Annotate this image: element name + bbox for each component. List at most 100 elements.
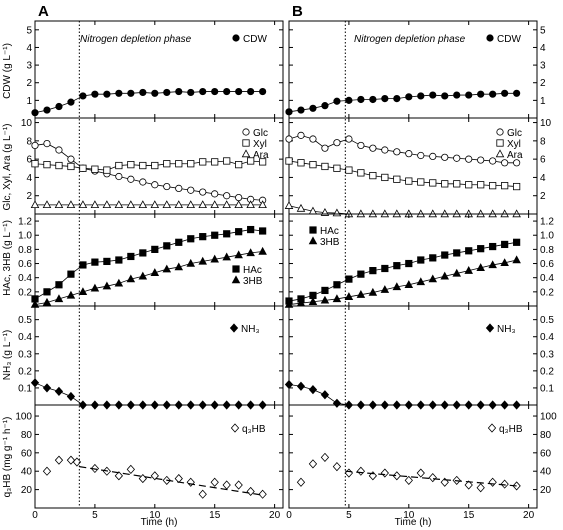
legend-glc-b: Glc [507,128,522,139]
point-3hb-b-12 [428,274,438,283]
point-xyl-a-11 [163,160,171,168]
legend-q3hb-b: q₃HB [499,424,523,435]
point-qhb-b-1 [308,459,318,469]
point-glc-b-5 [345,135,353,143]
point-glc-a-9 [139,178,147,186]
point-nh-a-2 [54,386,64,396]
point-xyl-b-2 [309,161,317,169]
point-qhb-b-7 [380,468,389,478]
point-cdw-a-8 [127,89,135,97]
legend-marker-a-6 [229,323,239,333]
point-cdw-b-4 [333,97,341,105]
y-tick-label-a-row3-1: 0.2 [18,366,32,377]
point-3hb-b-17 [488,260,497,269]
y-label-acids: HAc, 3HB (g L⁻¹) [2,220,13,296]
point-cdw-b-19 [513,89,521,97]
point-3hb-a-9 [138,271,148,280]
y-tick-label-b-row2-5: 1.2 [540,217,554,228]
y-tick-label-a-row3-3: 0.4 [18,332,32,343]
point-xyl-b-11 [417,178,425,186]
point-glc-a-17 [235,193,243,202]
point-hac-a-1 [43,288,51,296]
point-nh-a-1 [42,383,52,393]
point-3hb-a-17 [234,250,243,259]
legend-marker-a-7 [230,423,240,433]
point-xyl-b-6 [357,169,365,177]
point-glc-b-3 [321,144,329,152]
point-cdw-b-5 [345,96,353,104]
point-xyl-b-9 [393,175,401,183]
legend-marker-a-2 [242,139,250,147]
point-glc-b-14 [453,154,461,162]
point-qhb-a-1 [54,455,64,465]
point-hac-b-13 [441,251,449,259]
point-hac-b-4 [333,281,341,289]
point-3hb-b-18 [500,258,509,267]
point-qhb-b-16 [488,477,497,487]
legend-marker-a-3 [241,149,251,158]
point-cdw-a-2 [55,102,63,111]
point-ara-a-9 [138,200,148,209]
point-xyl-b-4 [333,164,341,172]
y-tick-label-a-row3-4: 0.5 [18,315,32,326]
point-3hb-b-3 [320,295,330,304]
point-glc-a-7 [115,172,123,181]
point-cdw-b-17 [489,90,497,98]
legend-hac-b: HAc [320,226,339,237]
point-qhb-a-0 [42,466,52,476]
panel-letter-b: B [292,3,303,20]
y-tick-label-b-row1-4: 10 [540,118,552,129]
point-hac-a-13 [187,235,195,243]
legend-ara-a: Ara [253,150,269,161]
point-hac-b-16 [477,245,485,253]
point-3hb-b-7 [368,287,378,296]
point-hac-b-10 [405,259,413,268]
point-qhb-b-2 [320,452,330,463]
point-cdw-b-13 [441,92,449,100]
frame-a-row3 [34,305,284,406]
point-qhb-b-9 [404,475,413,486]
point-ara-a-18 [246,200,255,209]
point-ara-a-2 [54,200,64,209]
point-qhb-b-8 [392,471,401,481]
point-qhb-a-13 [198,489,207,499]
point-glc-a-11 [163,182,171,191]
point-xyl-a-2 [55,161,63,170]
point-3hb-a-13 [186,258,196,267]
point-qhb-a-7 [126,464,135,474]
point-glc-b-8 [381,146,389,154]
point-cdw-a-5 [91,90,99,98]
point-xyl-a-19 [259,158,267,166]
y-tick-label-b-row4-4: 100 [540,412,557,423]
point-xyl-b-7 [369,171,377,180]
point-hac-b-11 [417,256,425,264]
y-tick-label-a-row0-1: 2 [26,78,32,89]
point-ara-a-13 [186,200,196,209]
y-tick-label-a-row2-4: 1.0 [18,231,32,242]
point-cdw-b-7 [369,95,377,104]
point-qhb-b-15 [476,483,485,493]
point-nh-a-0 [30,378,40,388]
y-tick-label-b-row2-0: 0.2 [540,287,554,298]
point-hac-a-19 [259,227,267,235]
point-3hb-b-2 [308,297,318,305]
point-3hb-a-10 [150,268,160,276]
point-nh-b-1 [296,381,306,391]
point-cdw-a-15 [211,87,219,96]
point-hac-a-2 [55,281,63,289]
legend-marker-b-6 [485,323,495,333]
point-qhb-b-5 [356,466,366,476]
point-qhb-b-11 [428,473,437,483]
point-3hb-b-10 [404,280,414,288]
y-tick-label-a-row0-0: 1 [26,96,32,107]
x-tick-label-b-1: 5 [346,510,352,521]
point-hac-a-6 [103,257,111,266]
point-cdw-a-12 [175,87,183,96]
y-tick-label-a-row0-4: 5 [26,25,32,36]
point-xyl-b-8 [381,173,389,182]
x-tick-label-a-4: 20 [269,510,281,521]
point-cdw-b-6 [357,95,365,104]
point-xyl-a-15 [211,158,219,166]
fit-line-b [345,470,517,487]
